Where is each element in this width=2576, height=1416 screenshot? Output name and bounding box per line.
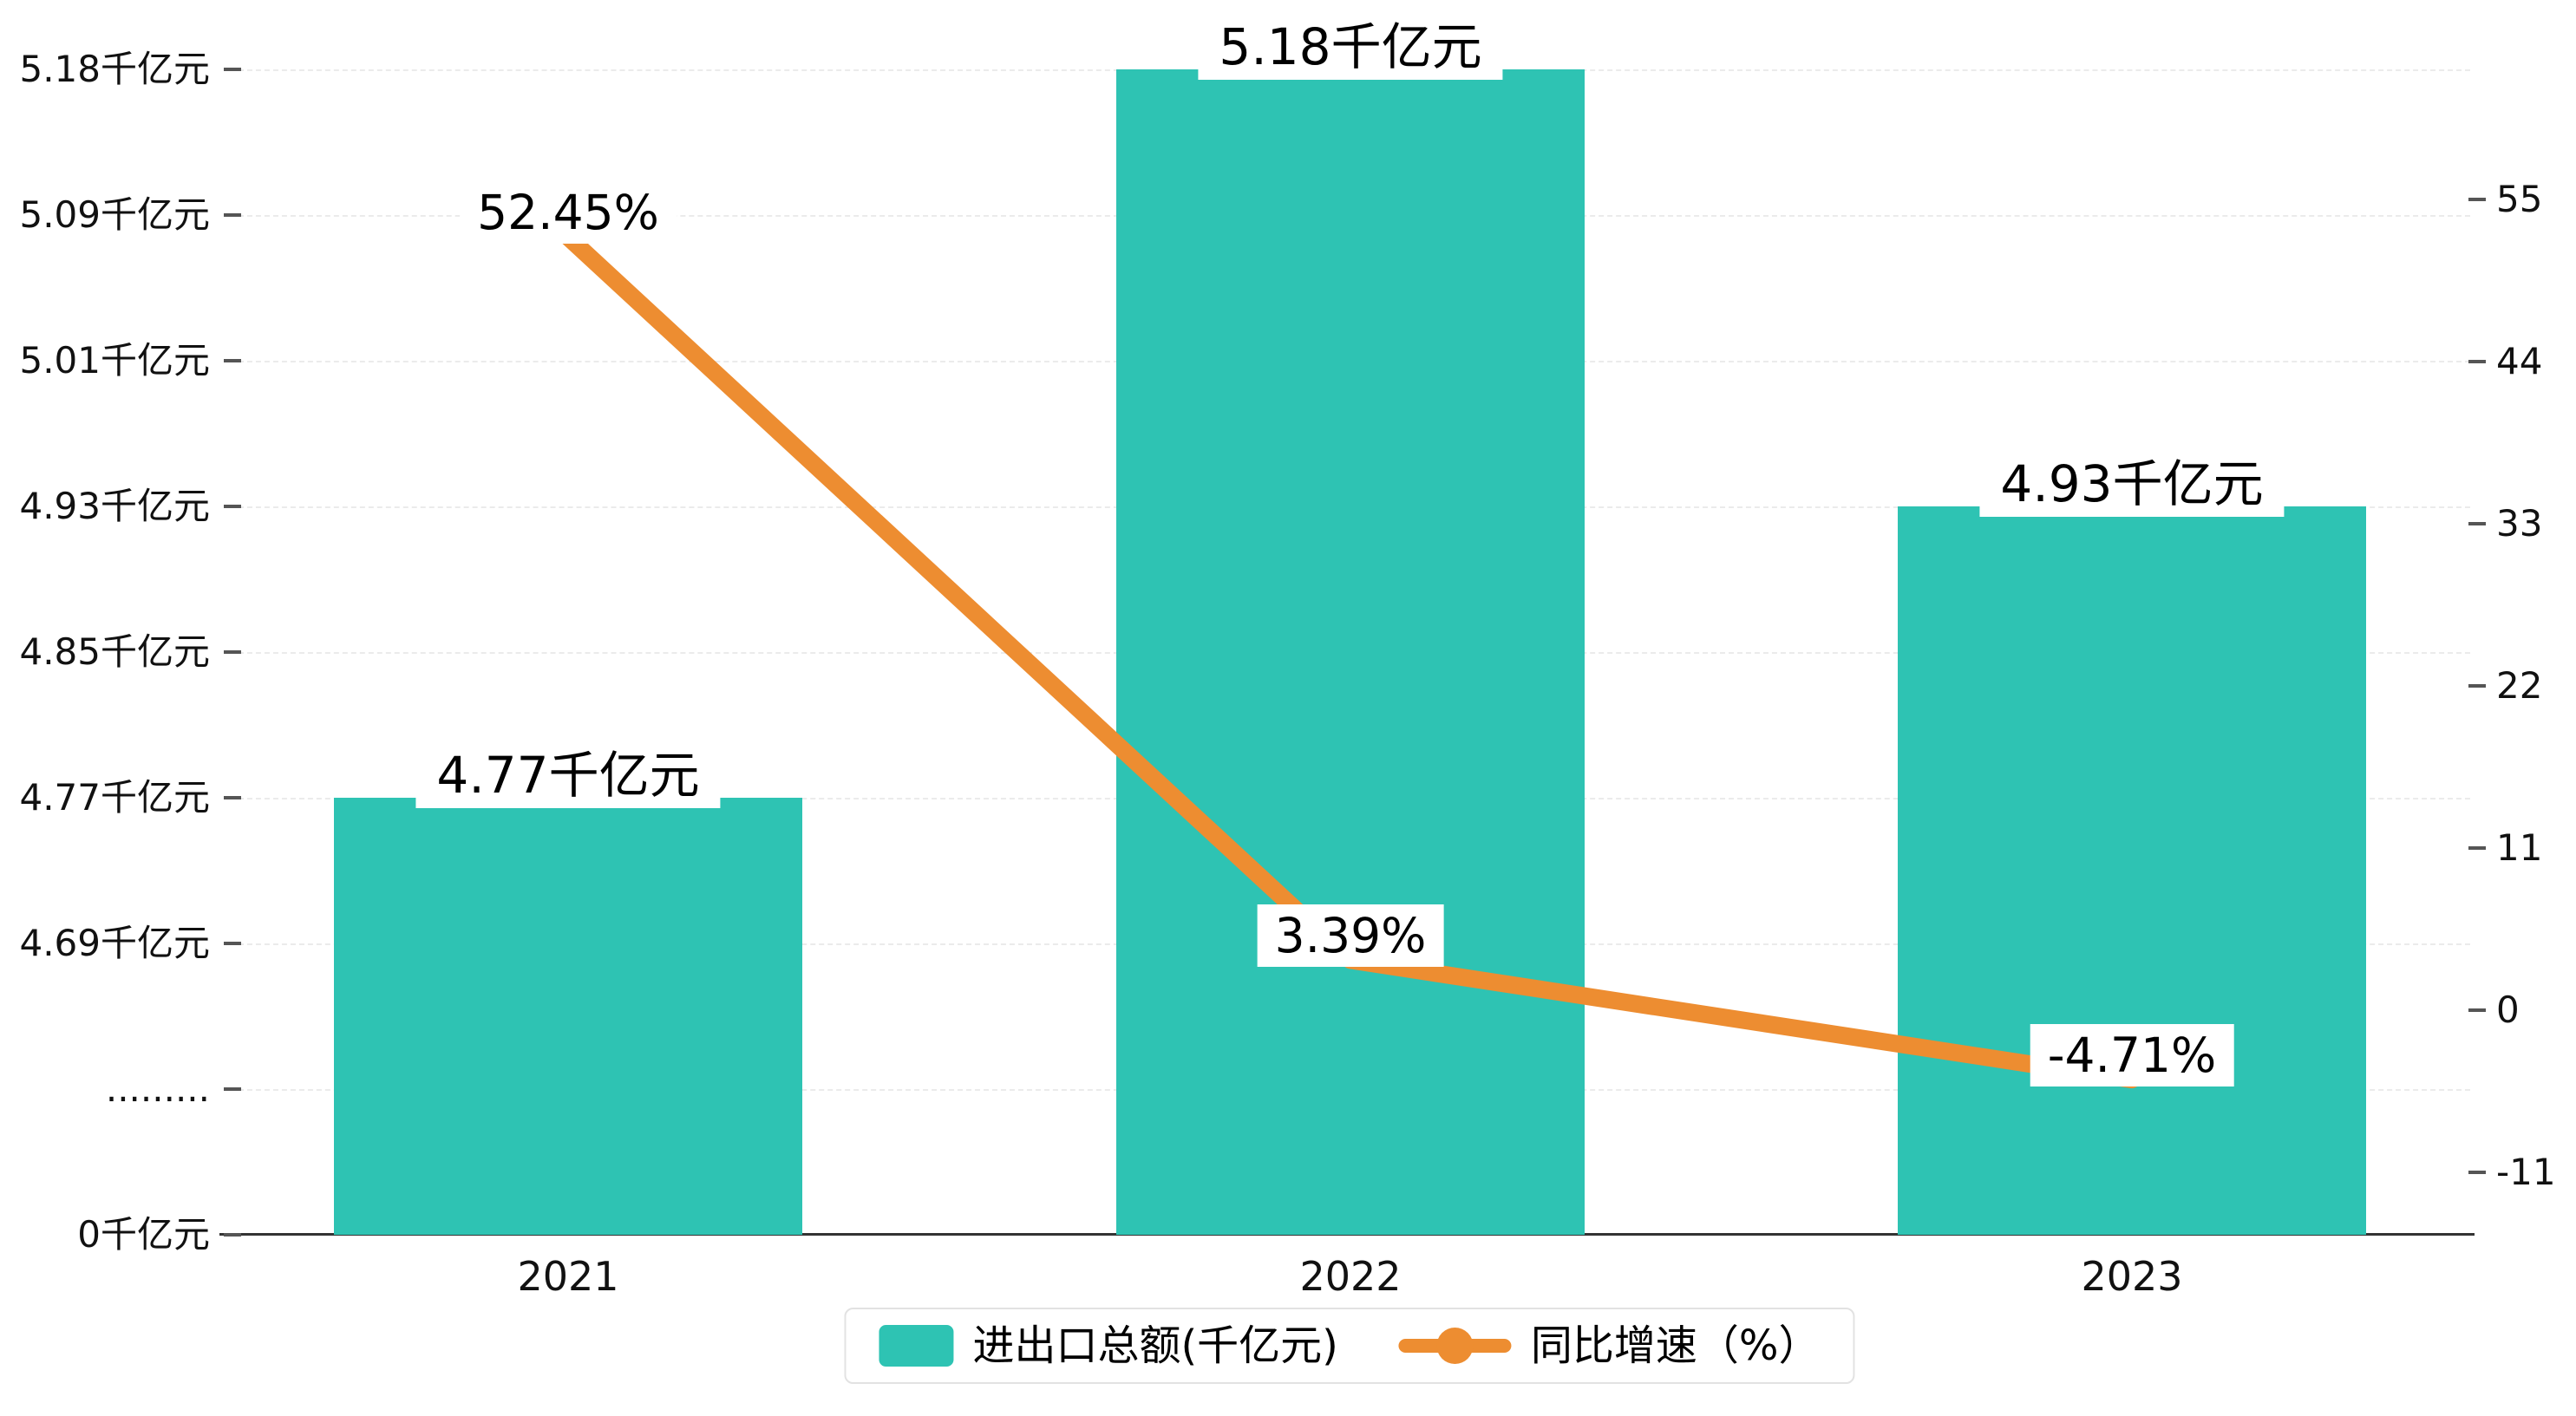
right-axis-tick-mark bbox=[2468, 522, 2486, 525]
right-axis-tick-mark bbox=[2468, 846, 2486, 850]
growth-label-2022: 3.39% bbox=[1257, 904, 1444, 968]
left-axis-tick-mark bbox=[224, 1087, 241, 1091]
growth-label-2021: 52.45% bbox=[460, 181, 677, 245]
left-axis-tick-mark bbox=[224, 650, 241, 654]
left-axis-tick-label: 4.85千亿元 bbox=[19, 630, 210, 673]
right-axis-tick-label: -11 bbox=[2496, 1151, 2556, 1193]
right-axis-tick-label: 0 bbox=[2496, 989, 2520, 1031]
left-axis-tick-mark bbox=[224, 942, 241, 945]
right-axis-tick-label: 44 bbox=[2496, 340, 2543, 382]
x-axis-label-2021: 2021 bbox=[517, 1253, 619, 1300]
legend-line-dot-icon bbox=[1436, 1328, 1474, 1364]
right-axis-tick-mark bbox=[2468, 1008, 2486, 1012]
bar-2023[interactable] bbox=[1898, 506, 2366, 1235]
legend-item-line[interactable]: 同比增速（%） bbox=[1398, 1320, 1821, 1372]
left-axis-tick-label: 4.69千亿元 bbox=[19, 922, 210, 964]
left-axis-tick-mark bbox=[224, 213, 241, 217]
bar-value-label-2023: 4.93千亿元 bbox=[1979, 451, 2285, 517]
right-axis-tick-mark bbox=[2468, 684, 2486, 688]
bar-value-label-2021: 4.77千亿元 bbox=[415, 742, 721, 808]
legend-line-label: 同比增速（%） bbox=[1530, 1321, 1821, 1370]
legend-bar-label: 进出口总额(千亿元) bbox=[972, 1321, 1338, 1370]
right-axis-tick-mark bbox=[2468, 1171, 2486, 1174]
left-axis-tick-label: 0千亿元 bbox=[77, 1213, 210, 1256]
left-axis-tick-label: 5.01千亿元 bbox=[19, 339, 210, 382]
bar-2022[interactable] bbox=[1116, 69, 1585, 1235]
left-axis-break-dots: ......... bbox=[105, 1067, 210, 1110]
right-axis-tick-label: 11 bbox=[2496, 826, 2543, 869]
left-axis-tick-label: 4.93千亿元 bbox=[19, 485, 210, 527]
right-axis-tick-label: 33 bbox=[2496, 502, 2543, 545]
left-axis-tick-mark bbox=[224, 68, 241, 71]
bar-value-label-2022: 5.18千亿元 bbox=[1198, 14, 1503, 80]
left-axis-tick-mark bbox=[224, 1233, 241, 1237]
left-axis-tick-mark bbox=[224, 796, 241, 799]
left-axis-tick-label: 5.18千亿元 bbox=[19, 48, 210, 90]
right-axis-tick-label: 55 bbox=[2496, 178, 2543, 220]
left-axis-tick-label: 5.09千亿元 bbox=[19, 193, 210, 236]
left-axis-tick-label: 4.77千亿元 bbox=[19, 776, 210, 819]
legend: 进出口总额(千亿元) 同比增速（%） bbox=[844, 1308, 1855, 1384]
growth-label-2023: -4.71% bbox=[2030, 1024, 2234, 1087]
legend-bar-swatch-icon bbox=[879, 1325, 954, 1367]
bar-2021[interactable] bbox=[334, 798, 802, 1235]
legend-line-marker-icon bbox=[1398, 1328, 1512, 1364]
right-axis-tick-label: 22 bbox=[2496, 664, 2543, 707]
x-axis-label-2023: 2023 bbox=[2081, 1253, 2183, 1300]
x-axis-label-2022: 2022 bbox=[1299, 1253, 1402, 1300]
right-axis-tick-mark bbox=[2468, 198, 2486, 201]
right-axis-tick-mark bbox=[2468, 360, 2486, 363]
legend-item-bar[interactable]: 进出口总额(千亿元) bbox=[879, 1320, 1338, 1372]
left-axis-tick-mark bbox=[224, 505, 241, 508]
left-axis-tick-mark bbox=[224, 359, 241, 362]
